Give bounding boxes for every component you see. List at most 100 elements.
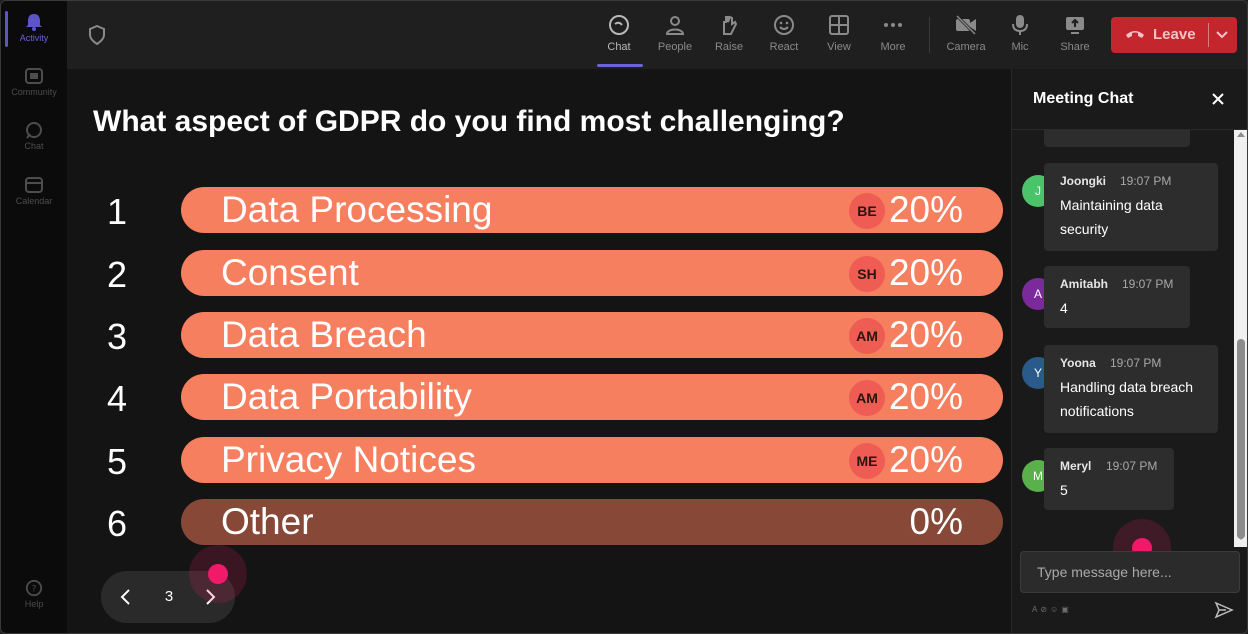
mic-label: Mic [1011,41,1029,53]
people-icon [665,16,685,35]
option-bar[interactable]: Data Portability AM 20% [181,374,1003,420]
chat-button[interactable]: Chat [593,11,645,61]
format-icon[interactable]: A [1032,605,1041,614]
people-label: People [657,41,693,53]
poll-question: What aspect of GDPR do you find most cha… [93,105,845,138]
mic-icon [1012,15,1028,35]
option-bar[interactable]: Privacy Notices ME 20% [181,437,1003,483]
share-label: Share [1060,41,1090,53]
shield-icon[interactable] [88,25,106,45]
voter-avatar: ME [849,443,885,479]
rail-item-calendar[interactable]: Calendar [1,176,67,206]
leave-button[interactable]: Leave [1111,17,1237,53]
option-number: 6 [107,503,128,544]
rail-item-chat[interactable]: Chat [1,121,67,151]
chat-icon [609,15,629,35]
chevron-right-icon[interactable] [203,587,217,607]
rail-item-community[interactable]: Community [1,67,67,97]
option-bar[interactable]: Consent SH 20% [181,250,1003,296]
view-button[interactable]: View [813,11,865,61]
option-percent: 20% [888,252,963,293]
message-input[interactable] [1020,551,1240,593]
poll-option[interactable]: 6 Other 0% [67,499,1011,547]
message-bubble [1044,129,1190,147]
scrollbar-thumb[interactable] [1237,339,1245,539]
react-button[interactable]: React [758,11,810,61]
poll-option[interactable]: 4 Data Portability AM 20% [67,374,1011,422]
chevron-down-icon[interactable] [1215,28,1229,42]
chat-label: Chat [607,41,631,53]
option-percent: 0% [909,501,963,542]
voter-avatar: BE [849,193,885,229]
share-button[interactable]: Share [1049,11,1101,61]
rail-item-activity[interactable]: Activity [1,13,67,43]
chat-tab-indicator [597,64,643,67]
message-time: 19:07 PM [1120,174,1172,188]
message-bubble: Joongki 19:07 PM Maintaining data securi… [1044,163,1218,251]
more-button[interactable]: More [867,11,919,61]
option-bar[interactable]: Other 0% [181,499,1003,545]
rail-item-help[interactable]: ? Help [1,579,67,609]
chat-scrollbar[interactable] [1234,129,1247,547]
message-time: 19:07 PM [1106,459,1158,473]
poll-option[interactable]: 1 Data Processing BE 20% [67,187,1011,235]
poll-stage: What aspect of GDPR do you find most cha… [67,69,1011,633]
calendar-icon [25,177,43,193]
bell-icon [26,14,42,31]
view-label: View [827,41,851,53]
option-bar[interactable]: Data Processing BE 20% [181,187,1003,233]
chat-title: Meeting Chat [1033,90,1134,107]
chevron-left-icon[interactable] [119,587,133,607]
chat-icon [26,122,42,139]
chat-message: J Joongki 19:07 PM Maintaining data secu… [1022,163,1222,251]
raise-hand-button[interactable]: Raise [703,11,755,61]
voter-avatar: SH [849,256,885,292]
send-icon[interactable] [1214,601,1234,619]
option-label: Consent [221,252,359,293]
hang-up-icon [1126,31,1144,38]
more-dots-icon [884,23,902,27]
emoji-icon[interactable]: ☺ [1050,605,1062,614]
option-percent: 20% [888,439,963,480]
pointer-highlight [189,545,247,603]
message-text: Maintaining data security [1060,197,1163,237]
smiley-icon [774,15,794,35]
format-toolbar: A⊘☺▣ [1032,605,1072,614]
rail-label-calendar: Calendar [15,196,53,206]
message-text: 4 [1060,300,1068,316]
pointer-dot [208,564,228,584]
chat-messages[interactable]: J Joongki 19:07 PM Maintaining data secu… [1012,129,1234,547]
message-author: Yoona [1060,356,1096,370]
poll-option[interactable]: 2 Consent SH 20% [67,250,1011,298]
gif-icon[interactable]: ▣ [1061,605,1072,614]
scroll-up-arrow-icon[interactable] [1237,131,1245,139]
mic-button[interactable]: Mic [994,11,1046,61]
option-label: Data Breach [221,314,427,355]
leave-label: Leave [1153,26,1196,43]
message-time: 19:07 PM [1122,277,1174,291]
people-button[interactable]: People [649,11,701,61]
message-bubble: Meryl 19:07 PM 5 [1044,448,1174,510]
message-author: Amitabh [1060,277,1108,291]
chat-message: M Meryl 19:07 PM 5 [1022,448,1222,510]
poll-option[interactable]: 5 Privacy Notices ME 20% [67,437,1011,485]
option-bar[interactable]: Data Breach AM 20% [181,312,1003,358]
scroll-down-arrow-icon[interactable] [1237,533,1245,541]
rail-label-community: Community [11,87,57,97]
close-icon[interactable] [1210,91,1226,107]
camera-label: Camera [946,41,986,53]
attach-icon[interactable]: ⊘ [1040,605,1051,614]
svg-text:?: ? [32,585,37,595]
poll-option[interactable]: 3 Data Breach AM 20% [67,312,1011,360]
rail-label-activity: Activity [19,33,49,43]
option-label: Privacy Notices [221,439,476,480]
help-icon: ? [25,579,43,597]
camera-button[interactable]: Camera [940,11,992,61]
chat-header: Meeting Chat [1012,69,1247,130]
toolbar-divider [929,17,930,53]
community-icon [25,68,43,84]
message-author: Joongki [1060,174,1107,188]
rail-label-help: Help [24,599,44,609]
camera-off-icon [955,14,977,36]
